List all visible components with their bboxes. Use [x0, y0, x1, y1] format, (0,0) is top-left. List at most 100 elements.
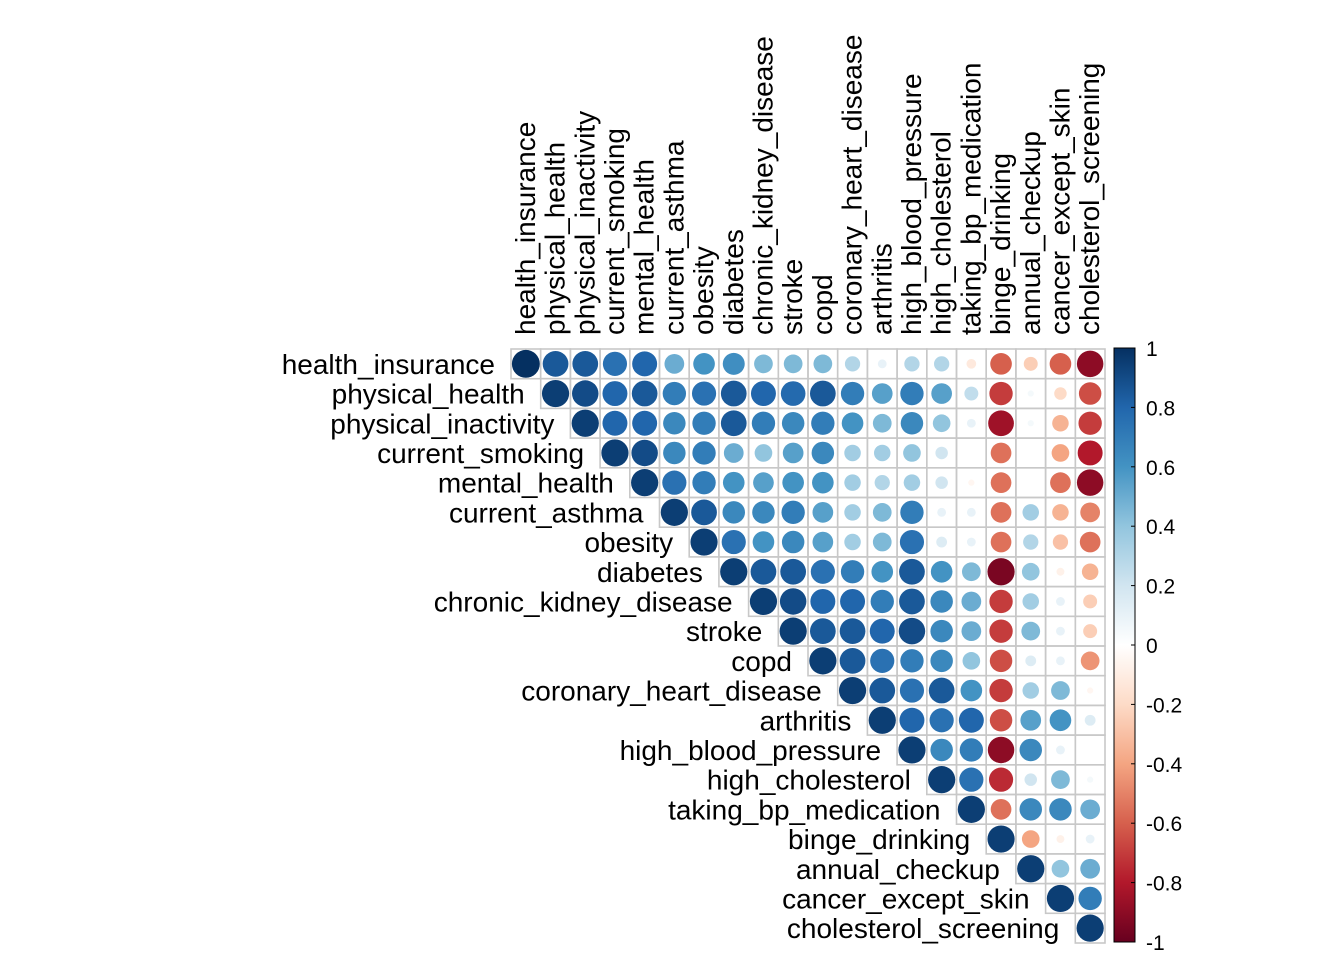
corr-circle-annual-checkup-cholesterol-screening	[1080, 858, 1101, 879]
corr-circle-stroke-high-blood-pressure	[898, 617, 926, 645]
corr-circle-stroke-taking-bp-medication	[961, 621, 982, 642]
row-label-diabetes: diabetes	[597, 557, 703, 588]
corr-circle-mental-health-high-cholesterol	[935, 476, 948, 489]
corr-circle-health-insurance-annual-checkup	[1023, 356, 1038, 371]
corr-circle-mental-health-mental-health	[631, 469, 659, 497]
row-label-obesity: obesity	[584, 527, 673, 558]
colorbar-tick-label: -0.8	[1146, 873, 1182, 896]
corr-circle-copd-arthritis	[870, 648, 895, 673]
corr-circle-high-blood-pressure-high-blood-pressure	[898, 736, 926, 764]
corr-circle-physical-health-physical-health	[541, 379, 570, 408]
corr-circle-taking-bp-medication-binge-drinking	[990, 798, 1012, 820]
corr-circle-current-asthma-coronary-heart-disease	[844, 504, 861, 521]
corr-circle-physical-inactivity-high-cholesterol	[932, 414, 951, 433]
corr-circle-current-asthma-copd	[812, 501, 834, 523]
corr-circle-high-blood-pressure-high-cholesterol	[930, 738, 953, 762]
row-label-copd: copd	[731, 646, 792, 677]
corr-circle-coronary-heart-disease-high-blood-pressure	[899, 678, 925, 703]
corr-circle-mental-health-annual-checkup	[1029, 481, 1032, 484]
column-label-diabetes: diabetes	[718, 229, 749, 335]
corr-circle-stroke-high-cholesterol	[930, 619, 953, 643]
column-label-copd: copd	[807, 274, 838, 335]
corr-circle-current-asthma-stroke	[781, 500, 805, 525]
corr-circle-mental-health-chronic-kidney-disease	[753, 472, 774, 494]
corr-circle-physical-health-high-blood-pressure	[900, 381, 924, 406]
corr-circle-health-insurance-current-smoking	[602, 351, 628, 376]
corr-circle-mental-health-stroke	[782, 471, 804, 494]
column-label-binge-drinking: binge_drinking	[985, 153, 1016, 335]
corr-circle-stroke-arthritis	[869, 618, 895, 644]
corr-circle-taking-bp-medication-cholesterol-screening	[1080, 799, 1101, 820]
corr-circle-high-cholesterol-cholesterol-screening	[1087, 776, 1094, 783]
corr-circle-health-insurance-mental-health	[632, 351, 658, 377]
corr-circle-copd-copd	[809, 647, 837, 675]
corr-circle-health-insurance-high-blood-pressure	[904, 356, 920, 372]
corr-circle-current-asthma-arthritis	[872, 502, 892, 522]
corr-circle-current-asthma-high-cholesterol	[937, 507, 947, 517]
column-label-taking-bp-medication: taking_bp_medication	[955, 63, 986, 335]
corr-circle-diabetes-binge-drinking	[987, 558, 1015, 586]
corr-circle-physical-inactivity-physical-inactivity	[571, 409, 599, 437]
corr-circle-physical-inactivity-copd	[811, 411, 835, 435]
row-label-cancer-except-skin: cancer_except_skin	[782, 883, 1029, 914]
corr-circle-current-asthma-cancer-except-skin	[1052, 504, 1069, 521]
corr-circle-chronic-kidney-disease-cancer-except-skin	[1056, 597, 1065, 606]
corr-circle-physical-inactivity-arthritis	[872, 413, 892, 433]
corr-circle-copd-coronary-heart-disease	[839, 647, 866, 674]
corr-circle-chronic-kidney-disease-arthritis	[870, 589, 894, 614]
corr-circle-diabetes-cholesterol-screening	[1081, 563, 1099, 581]
colorbar-tick-label: -1	[1146, 932, 1165, 955]
row-label-high-cholesterol: high_cholesterol	[707, 765, 911, 796]
column-label-health-insurance: health_insurance	[510, 122, 541, 335]
corr-circle-health-insurance-binge-drinking	[990, 353, 1012, 375]
corr-circle-stroke-binge-drinking	[989, 619, 1013, 643]
corr-circle-obesity-cholesterol-screening	[1079, 531, 1101, 553]
row-label-coronary-heart-disease: coronary_heart_disease	[521, 676, 821, 707]
corr-circle-coronary-heart-disease-binge-drinking	[989, 678, 1013, 703]
column-label-cholesterol-screening: cholesterol_screening	[1074, 63, 1105, 335]
corr-circle-health-insurance-chronic-kidney-disease	[754, 354, 773, 374]
column-labels: health_insurancephysical_healthphysical_…	[510, 35, 1105, 335]
colorbar-tick-label: -0.4	[1146, 754, 1183, 777]
corr-circle-mental-health-taking-bp-medication	[968, 479, 975, 486]
corr-circle-current-smoking-arthritis	[873, 444, 891, 462]
corr-circle-high-blood-pressure-cancer-except-skin	[1056, 745, 1065, 755]
corr-circle-cancer-except-skin-cancer-except-skin	[1046, 884, 1075, 913]
corr-circle-health-insurance-coronary-heart-disease	[844, 356, 861, 372]
corr-circle-stroke-cancer-except-skin	[1056, 626, 1065, 636]
cell-cholesterol-screening-cholesterol-screening	[1074, 912, 1106, 944]
corr-circle-current-smoking-copd	[811, 441, 835, 465]
column-label-physical-inactivity: physical_inactivity	[569, 111, 600, 335]
corr-circle-stroke-annual-checkup	[1021, 621, 1041, 641]
corr-circle-arthritis-annual-checkup	[1020, 709, 1042, 731]
corr-circle-physical-health-diabetes	[720, 380, 747, 407]
corr-circle-arthritis-high-blood-pressure	[899, 707, 925, 733]
corr-circle-current-asthma-obesity	[691, 499, 717, 526]
corr-circle-physical-inactivity-high-blood-pressure	[900, 411, 924, 435]
column-label-high-blood-pressure: high_blood_pressure	[896, 73, 927, 335]
row-label-health-insurance: health_insurance	[282, 349, 495, 380]
row-label-high-blood-pressure: high_blood_pressure	[620, 735, 882, 766]
corr-circle-obesity-taking-bp-medication	[966, 537, 976, 547]
corr-circle-mental-health-cholesterol-screening	[1076, 469, 1104, 496]
corr-circle-chronic-kidney-disease-binge-drinking	[989, 589, 1013, 614]
row-label-physical-health: physical_health	[332, 379, 525, 410]
corr-circle-current-smoking-chronic-kidney-disease	[754, 444, 773, 462]
corr-circle-physical-health-cancer-except-skin	[1054, 387, 1067, 400]
corr-circle-stroke-coronary-heart-disease	[839, 618, 866, 645]
corr-circle-coronary-heart-disease-cancer-except-skin	[1051, 681, 1070, 700]
corr-circle-diabetes-taking-bp-medication	[961, 562, 981, 582]
corr-circle-mental-health-arthritis	[874, 475, 890, 491]
corr-circle-health-insurance-high-cholesterol	[934, 356, 950, 372]
corr-circle-chronic-kidney-disease-taking-bp-medication	[961, 591, 982, 612]
corr-circle-current-smoking-annual-checkup	[1029, 452, 1032, 454]
row-label-physical-inactivity: physical_inactivity	[330, 408, 554, 439]
corr-circle-health-insurance-cancer-except-skin	[1049, 353, 1072, 375]
corr-circle-health-insurance-obesity	[693, 353, 715, 375]
corr-circle-diabetes-coronary-heart-disease	[840, 560, 865, 584]
row-label-current-smoking: current_smoking	[377, 438, 584, 469]
column-label-current-asthma: current_asthma	[658, 140, 689, 335]
corr-circle-stroke-copd	[809, 618, 836, 645]
corr-circle-physical-inactivity-current-smoking	[602, 410, 628, 436]
corr-circle-high-cholesterol-binge-drinking	[988, 767, 1014, 792]
